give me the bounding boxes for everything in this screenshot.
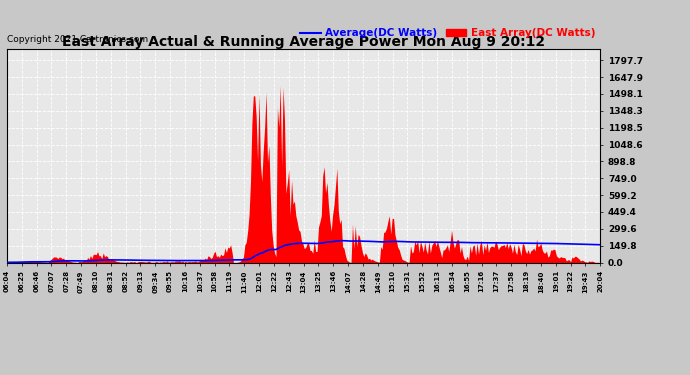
- Text: Copyright 2021 Cartronics.com: Copyright 2021 Cartronics.com: [7, 36, 148, 45]
- Title: East Array Actual & Running Average Power Mon Aug 9 20:12: East Array Actual & Running Average Powe…: [62, 35, 545, 49]
- Legend: Average(DC Watts), East Array(DC Watts): Average(DC Watts), East Array(DC Watts): [300, 28, 595, 38]
